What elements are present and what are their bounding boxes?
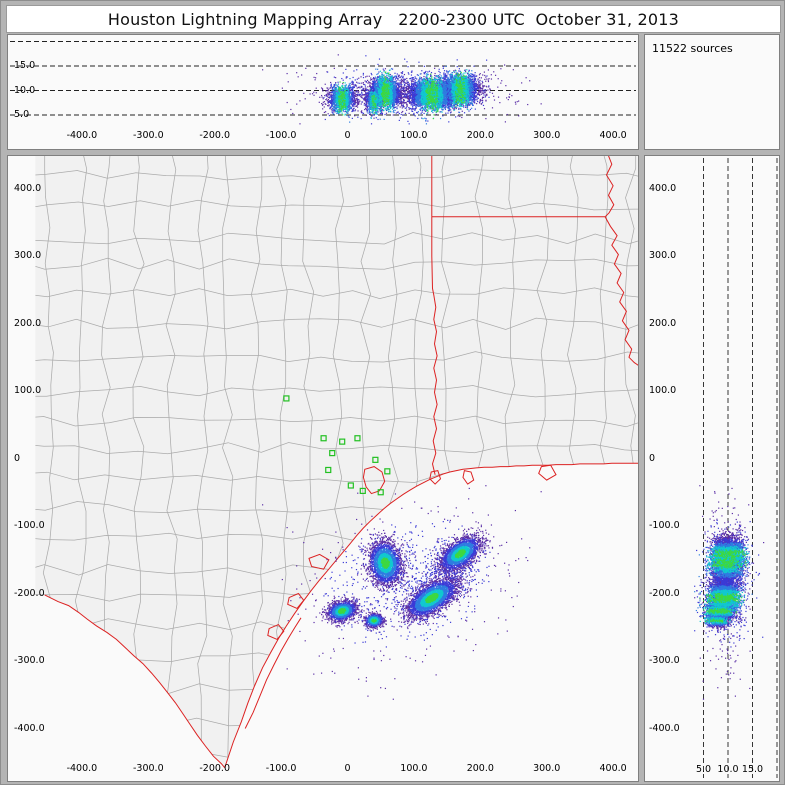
- tick-label: 300.0: [14, 250, 42, 261]
- tick-label: -100.0: [649, 520, 680, 531]
- tick-label: -200.0: [199, 130, 230, 141]
- tick-label: -300.0: [132, 763, 164, 774]
- tick-label: 100.0: [649, 385, 677, 396]
- tick-label: 400.0: [14, 182, 42, 194]
- tick-label: 5.0: [14, 109, 30, 120]
- tick-label: -400.0: [66, 763, 98, 774]
- tick-label: 10.0: [717, 764, 739, 775]
- tick-label: 100.0: [400, 763, 428, 774]
- tick-label: 15.0: [741, 764, 764, 775]
- tick-label: 200.0: [649, 317, 677, 329]
- tick-label: -300.0: [132, 130, 164, 141]
- tick-label: 0: [14, 452, 21, 464]
- tick-label: 400.0: [599, 763, 627, 774]
- tick-label: 100.0: [400, 130, 428, 141]
- sources-count-panel: 11522 sources: [644, 34, 780, 150]
- tick-label: 0: [344, 763, 351, 774]
- tick-label: 200.0: [466, 130, 494, 141]
- tick-label: 300.0: [533, 763, 561, 774]
- tick-label: -100.0: [265, 763, 297, 774]
- tick-label: 200.0: [14, 317, 42, 329]
- plan-view-panel: -400.0 -300.0 -200.0 -100.0 0 100.0 200.0 300.0…: [7, 155, 639, 782]
- tick-label: 15.0: [14, 60, 36, 71]
- title-bar: Houston Lightning Mapping Array 2200-230…: [6, 5, 781, 33]
- tick-label: 400.0: [599, 130, 627, 141]
- tick-label: -200.0: [649, 587, 680, 599]
- tick-label: -100.0: [14, 520, 45, 531]
- tick-label: 10.0: [14, 84, 36, 96]
- tick-label: 300.0: [649, 250, 677, 261]
- tick-label: -400.0: [14, 722, 45, 734]
- page-title: Houston Lightning Mapping Array 2200-230…: [107, 9, 680, 29]
- tick-label: 0: [344, 130, 351, 141]
- tick-label: 100.0: [14, 385, 42, 396]
- tick-label: -400.0: [649, 722, 680, 734]
- tick-label: 400.0: [649, 182, 677, 194]
- tick-label: 0: [649, 452, 656, 464]
- tick-label: -200.0: [199, 763, 230, 774]
- tick-label: -300.0: [14, 655, 45, 666]
- altitude-ew-points-canvas: [8, 35, 638, 149]
- tick-label: -200.0: [14, 587, 45, 599]
- altitude-ew-panel: -400.0 -300.0 -200.0 -100.0 0 100.0 200.0 300.0…: [7, 34, 639, 150]
- tick-label: -300.0: [649, 655, 680, 666]
- tick-label: -100.0: [265, 130, 297, 141]
- sources-count-label: 11522 sources: [652, 42, 733, 55]
- plan-view-points-canvas: [8, 156, 638, 781]
- tick-label: 200.0: [466, 763, 494, 774]
- tick-label: -400.0: [66, 130, 98, 141]
- tick-label: 300.0: [533, 130, 561, 141]
- altitude-ns-panel: 400.0 300.0 200.0 100.0 0 -100.0 -200.0 -300.0 -…: [644, 155, 780, 782]
- altitude-ns-points-canvas: [645, 156, 779, 781]
- tick-label: 5.0: [695, 764, 712, 775]
